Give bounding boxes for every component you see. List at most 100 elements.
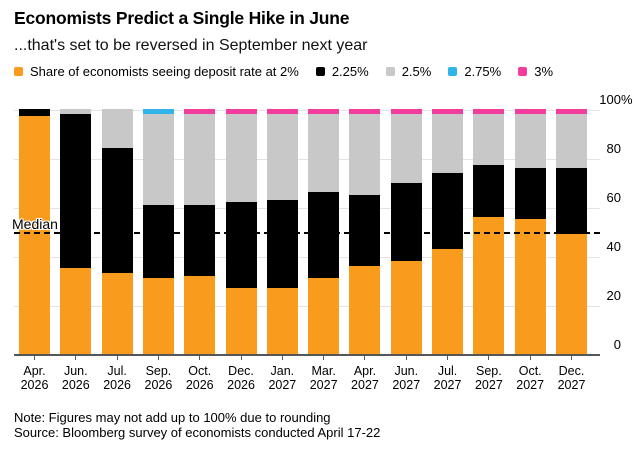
x-label-month: Dec. — [558, 364, 585, 378]
bar-segment-225 — [308, 192, 340, 279]
x-axis-tick — [240, 356, 242, 360]
bar-segment-225 — [142, 204, 174, 279]
bar-segment-3 — [266, 109, 298, 114]
bar-segment-2 — [101, 273, 133, 354]
gridline-100 — [14, 110, 600, 111]
bar-segment-2 — [266, 287, 298, 354]
legend-label: 3% — [534, 64, 554, 79]
x-axis-tick — [364, 356, 366, 360]
x-tick-label-apr-2026: Apr. 2026 — [14, 364, 56, 392]
bar-dec-2027 — [556, 109, 587, 354]
bar-segment-225 — [101, 148, 133, 274]
chart-legend: Share of economists seeing deposit rate … — [14, 64, 553, 79]
x-axis-tick — [529, 356, 531, 360]
bar-segment-25 — [349, 113, 381, 195]
legend-swatch-icon — [315, 67, 325, 76]
bar-segment-2 — [19, 116, 50, 354]
legend-swatch-icon — [518, 67, 528, 76]
bar-segment-225 — [184, 204, 216, 276]
bar-segment-25 — [390, 113, 422, 183]
bar-segment-25 — [514, 113, 546, 168]
bar-oct-2027 — [514, 109, 546, 354]
x-label-year: 2026 — [185, 378, 214, 392]
x-label-month: Apr. — [353, 364, 377, 378]
x-label-year: 2027 — [474, 378, 503, 392]
bar-jul-2027 — [432, 109, 464, 354]
x-label-month: Jul. — [107, 364, 127, 378]
bar-segment-225 — [473, 165, 505, 217]
bar-segment-2 — [349, 265, 381, 354]
x-tick-label-mar-2027: Mar. 2027 — [303, 364, 345, 392]
legend-item-3: 3% — [518, 64, 553, 79]
percent-suffix: % — [621, 92, 633, 107]
chart-title: Economists Predict a Single Hike in June — [14, 8, 350, 28]
bar-segment-25 — [432, 113, 464, 173]
bar-segment-2 — [142, 278, 174, 354]
legend-label: 2.75% — [464, 64, 502, 79]
x-label-month: Jun. — [63, 364, 88, 378]
x-label-year: 2027 — [516, 378, 545, 392]
x-axis-line — [14, 354, 600, 356]
x-axis-tick — [199, 356, 201, 360]
x-tick-label-apr-2027: Apr. 2027 — [344, 364, 386, 392]
y-tick-label-20: 20 — [606, 288, 621, 303]
median-label: Median — [12, 215, 58, 232]
gridline-40 — [14, 257, 600, 258]
x-axis-tick — [157, 356, 159, 360]
x-label-year: 2026 — [227, 378, 255, 392]
x-label-month: Sep. — [476, 364, 502, 378]
gridline-80 — [14, 159, 600, 160]
legend-item-2: Share of economists seeing deposit rate … — [14, 64, 299, 79]
legend-label: Share of economists seeing deposit rate … — [30, 64, 299, 79]
bar-segment-3 — [349, 109, 381, 114]
legend-swatch-icon — [448, 67, 458, 76]
bar-segment-3 — [225, 109, 257, 114]
x-tick-label-oct-2026: Oct. 2026 — [179, 364, 221, 392]
bar-segment-3 — [432, 109, 464, 114]
bar-segment-2 — [514, 219, 546, 354]
x-axis-tick — [405, 356, 407, 360]
x-tick-label-dec-2027: Dec. 2027 — [551, 364, 593, 392]
plot-area: Median — [12, 109, 600, 360]
bar-segment-2 — [473, 216, 505, 354]
x-label-month: Mar. — [311, 364, 336, 378]
bar-jun-2027 — [390, 109, 422, 354]
bar-segment-225 — [556, 167, 587, 234]
x-tick-label-dec-2026: Dec. 2026 — [220, 364, 262, 392]
x-label-year: 2027 — [433, 378, 462, 392]
bar-sep-2026 — [142, 109, 174, 354]
x-label-year: 2027 — [392, 378, 421, 392]
legend-label: 2.25% — [331, 64, 369, 79]
bar-mar-2027 — [308, 109, 340, 354]
bar-sep-2027 — [473, 109, 505, 354]
x-tick-label-sep-2026: Sep. 2026 — [137, 364, 179, 392]
bar-oct-2026 — [184, 109, 216, 354]
legend-item-275: 2.75% — [448, 64, 501, 79]
y-tick-label-40: 40 — [606, 239, 621, 254]
bar-segment-3 — [473, 109, 505, 114]
x-tick-label-jul-2027: Jul. 2027 — [427, 364, 469, 392]
x-axis-tick — [75, 356, 77, 360]
bar-segment-225 — [19, 109, 50, 117]
legend-item-225: 2.25% — [315, 64, 369, 79]
legend-swatch-icon — [385, 67, 395, 76]
bar-segment-25 — [225, 113, 257, 203]
bar-segment-25 — [184, 113, 216, 205]
bar-segment-25 — [556, 113, 587, 168]
x-label-month: Jun. — [394, 364, 419, 378]
x-label-year: 2026 — [61, 378, 90, 392]
bar-segment-2 — [432, 248, 464, 354]
bar-segment-3 — [184, 109, 216, 114]
bar-segment-25 — [60, 109, 92, 114]
bar-segment-2 — [225, 287, 257, 354]
bar-segment-3 — [308, 109, 340, 114]
x-label-month: Jan. — [270, 364, 295, 378]
bar-segment-225 — [390, 182, 422, 261]
bar-segment-25 — [308, 113, 340, 193]
x-tick-label-jun-2027: Jun. 2027 — [385, 364, 427, 392]
bar-apr-2026 — [19, 109, 50, 354]
source-line: Source: Bloomberg survey of economists c… — [14, 425, 381, 440]
x-label-year: 2026 — [103, 378, 132, 392]
bar-jan-2027 — [266, 109, 298, 354]
bar-segment-25 — [101, 109, 133, 149]
